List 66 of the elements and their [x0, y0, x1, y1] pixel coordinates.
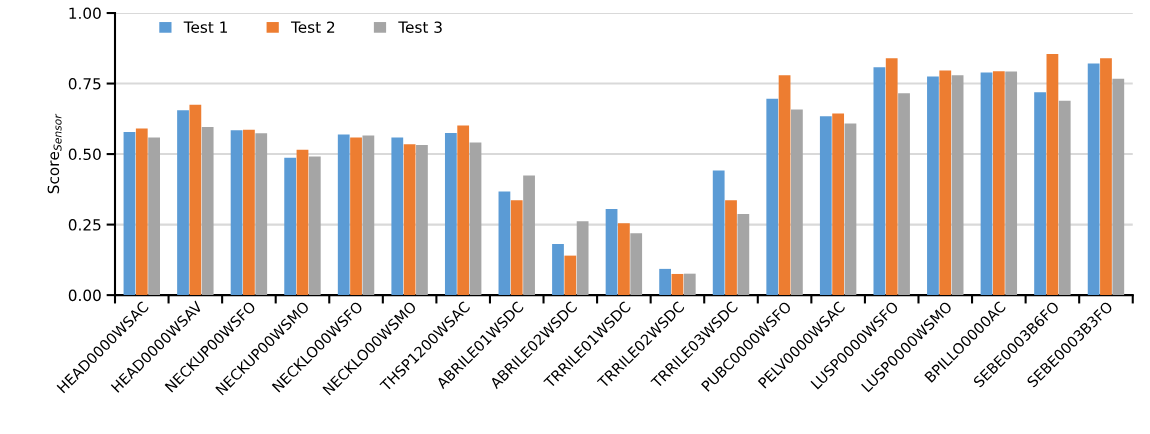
- bar: [337, 134, 350, 296]
- bar: [617, 223, 630, 296]
- bar: [255, 133, 268, 296]
- y-axis-title: Score$_{Sensor}$: [47, 113, 62, 194]
- y-tick-label: 1.00: [69, 7, 101, 20]
- bar: [980, 72, 993, 296]
- bar: [683, 273, 696, 296]
- bar: [605, 209, 618, 296]
- bar: [350, 137, 362, 296]
- bar: [992, 71, 1005, 296]
- bar: [123, 132, 136, 296]
- bar: [659, 268, 672, 296]
- bar: [201, 126, 214, 296]
- bar: [898, 93, 910, 296]
- legend-label: Test 2: [290, 21, 335, 33]
- bar: [391, 137, 404, 296]
- bar: [1005, 71, 1018, 296]
- bar: [457, 125, 470, 296]
- bar: [630, 233, 643, 296]
- bar: [523, 175, 535, 296]
- bar: [148, 137, 160, 296]
- bar: [189, 104, 202, 296]
- bar: [243, 129, 255, 296]
- bar: [284, 157, 297, 296]
- bar: [819, 116, 832, 296]
- bar: [939, 70, 952, 296]
- bar: [1058, 100, 1071, 296]
- bar: [791, 109, 803, 296]
- bar: [885, 58, 898, 296]
- bar: [469, 142, 482, 296]
- bar: [177, 110, 189, 296]
- bar: [510, 200, 523, 296]
- bar: [564, 255, 577, 296]
- bar: [444, 132, 457, 296]
- bar: [1046, 53, 1059, 296]
- y-tick-label: 0.75: [68, 78, 101, 90]
- bar: [832, 113, 845, 296]
- bar: [1087, 63, 1100, 296]
- bar: [951, 75, 964, 296]
- bar: [766, 98, 779, 296]
- bar: [778, 75, 791, 296]
- bar: [230, 130, 243, 296]
- bar: [296, 149, 309, 296]
- bar: [403, 144, 416, 296]
- bar: [1112, 78, 1125, 296]
- y-tick-label: 0.50: [68, 148, 101, 161]
- bar: [308, 156, 321, 296]
- legend-label: Test 3: [398, 21, 442, 33]
- bar: [1100, 58, 1112, 296]
- y-tick-label: 0.25: [68, 219, 101, 231]
- bar: [671, 273, 684, 296]
- bar: [576, 221, 589, 296]
- bar: [1034, 92, 1046, 296]
- bar: [873, 67, 886, 296]
- bar: [737, 213, 750, 296]
- y-tick-label: 0.00: [68, 289, 101, 302]
- bar: [552, 244, 564, 296]
- bar: [712, 170, 725, 296]
- bar: [498, 191, 511, 296]
- bar: [725, 200, 737, 296]
- bar: [844, 123, 857, 296]
- bar: [416, 145, 428, 296]
- legend-label: Test 1: [183, 21, 227, 33]
- bar: [362, 135, 375, 296]
- bar: [927, 76, 939, 296]
- bar: [135, 128, 148, 296]
